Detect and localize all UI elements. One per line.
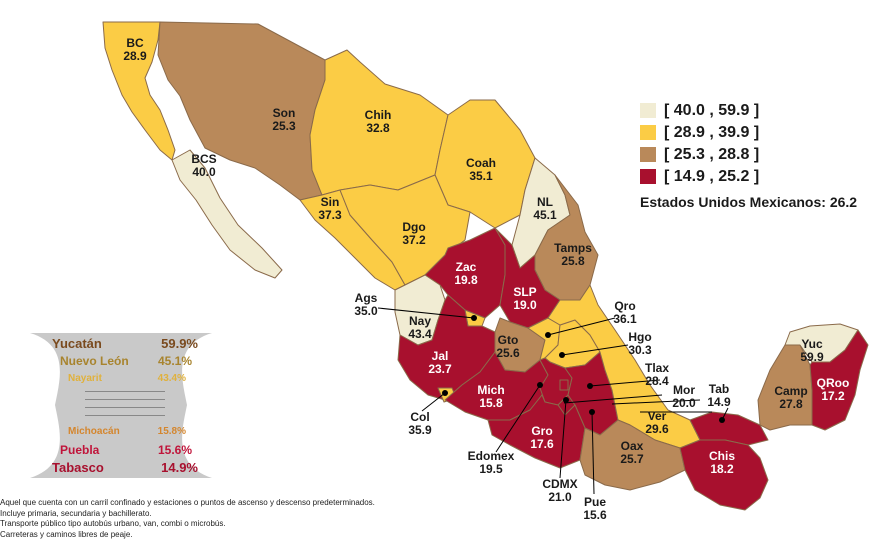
rank-bottom-2-value: 15.6% [158, 443, 192, 457]
footnotes: Aquel que cuenta con un carril confinado… [0, 498, 375, 540]
rank-top-1-name: Yucatán [52, 336, 102, 351]
state-cdmx [560, 380, 568, 390]
legend-item: [ 14.9 , 25.2 ] [640, 166, 759, 187]
legend-label: [ 14.9 , 25.2 ] [664, 168, 759, 186]
legend-item: [ 25.3 , 28.8 ] [640, 144, 759, 165]
rank-bottom-1-value: 14.9% [161, 460, 198, 475]
rank-top-3-value: 43.4% [158, 373, 186, 384]
legend: [ 40.0 , 59.9 ] [ 28.9 , 39.9 ] [ 25.3 ,… [640, 100, 759, 188]
legend-item: [ 40.0 , 59.9 ] [640, 100, 759, 121]
legend-item: [ 28.9 , 39.9 ] [640, 122, 759, 143]
ranking-panel: Yucatán 59.9% Nuevo León 45.1% Nayarit 4… [30, 333, 212, 478]
legend-label: [ 28.9 , 39.9 ] [664, 124, 759, 142]
legend-label: [ 40.0 , 59.9 ] [664, 102, 759, 120]
rank-top-1-value: 59.9% [161, 336, 198, 351]
rank-bottom-3-value: 15.8% [158, 426, 186, 437]
legend-swatch [640, 169, 656, 184]
national-average: Estados Unidos Mexicanos: 26.2 [640, 194, 857, 210]
footnote: Aquel que cuenta con un carril confinado… [0, 498, 375, 509]
footnote: Transporte público tipo autobús urbano, … [0, 519, 375, 530]
rank-bottom-3-name: Michoacán [68, 426, 120, 437]
national-value: 26.2 [830, 194, 857, 210]
rank-divider-lines [85, 391, 165, 423]
rank-bottom-1-name: Tabasco [52, 460, 104, 475]
rank-top-3-name: Nayarit [68, 373, 102, 384]
legend-label: [ 25.3 , 28.8 ] [664, 146, 759, 164]
legend-swatch [640, 147, 656, 162]
rank-top-2-name: Nuevo León [60, 354, 129, 368]
legend-swatch [640, 103, 656, 118]
footnote: Incluye primaria, secundaria y bachiller… [0, 509, 375, 520]
rank-bottom-2-name: Puebla [60, 443, 99, 457]
footnote: Carreteras y caminos libres de peaje. [0, 530, 375, 540]
legend-swatch [640, 125, 656, 140]
national-label: Estados Unidos Mexicanos: [640, 194, 826, 210]
rank-top-2-value: 45.1% [158, 354, 192, 368]
